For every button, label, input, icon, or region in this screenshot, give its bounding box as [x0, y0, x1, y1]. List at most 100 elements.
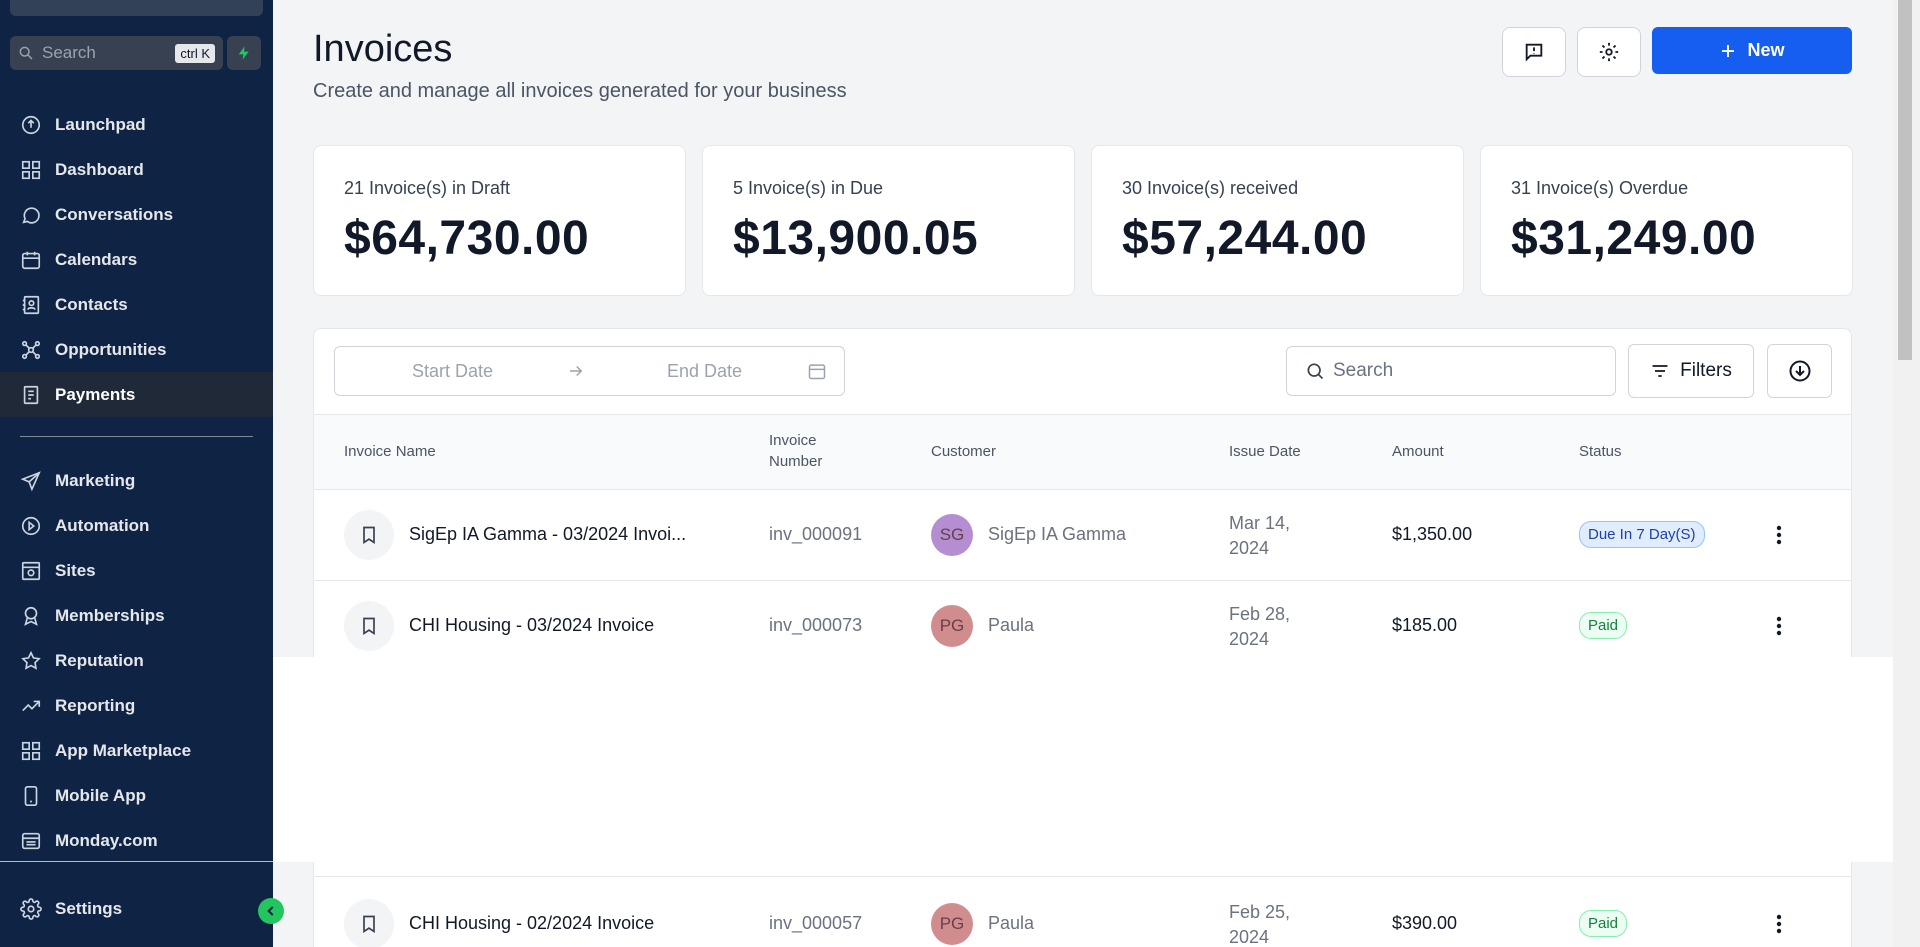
column-header-amount[interactable]: Amount — [1392, 443, 1444, 460]
sidebar-item-dashboard[interactable]: Dashboard — [0, 147, 273, 192]
date-range-picker[interactable]: Start Date End Date — [334, 346, 845, 396]
end-date-input[interactable]: End Date — [667, 360, 743, 381]
chevron-left-icon — [267, 906, 274, 916]
sidebar-item-label: Payments — [55, 384, 136, 404]
search-icon — [1307, 363, 1324, 380]
column-header-status[interactable]: Status — [1579, 443, 1622, 460]
sidebar-collapse-button[interactable] — [258, 898, 284, 924]
more-vertical-icon — [1776, 914, 1782, 934]
issue-date-line1: Feb 25, — [1229, 902, 1291, 922]
sidebar-item-automation[interactable]: Automation — [0, 503, 273, 548]
start-date-input[interactable]: Start Date — [412, 360, 494, 381]
column-header-number-line2: Number — [769, 453, 823, 470]
column-header-name[interactable]: Invoice Name — [344, 443, 436, 460]
customer-avatar: PG — [931, 903, 973, 945]
dashboard-icon — [21, 160, 41, 179]
receipt-icon — [363, 617, 375, 636]
sidebar-item-label: Contacts — [55, 294, 128, 314]
table-row[interactable]: SigEp IA Gamma - 03/2024 Invoi... inv_00… — [314, 490, 1851, 581]
card-value: $57,244.00 — [1122, 212, 1368, 265]
quick-actions-button[interactable] — [227, 36, 261, 70]
invoice-name[interactable]: SigEp IA Gamma - 03/2024 Invoi... — [409, 524, 687, 544]
sidebar-item-monday[interactable]: Monday.com — [0, 818, 273, 863]
sidebar-item-label: Launchpad — [55, 114, 146, 134]
sidebar-item-memberships[interactable]: Memberships — [0, 593, 273, 638]
invoice-number: inv_000073 — [769, 615, 863, 635]
customer-name: Paula — [988, 615, 1035, 635]
row-actions-button[interactable] — [1769, 523, 1789, 552]
summary-card-overdue[interactable]: 31 Invoice(s) Overdue $31,249.00 — [1480, 145, 1853, 296]
filters-button[interactable]: Filters — [1628, 344, 1754, 398]
search-shortcut-badge: ctrl K — [175, 43, 215, 63]
summary-card-received[interactable]: 30 Invoice(s) received $57,244.00 — [1091, 145, 1464, 296]
sidebar-item-payments[interactable]: Payments — [0, 372, 273, 417]
invoice-doc-icon — [344, 510, 394, 560]
chat-icon — [22, 206, 40, 224]
invoice-search-input[interactable]: Search — [1286, 346, 1616, 396]
sidebar-item-label: App Marketplace — [55, 740, 192, 760]
column-header-number[interactable]: Invoice Number — [769, 430, 822, 472]
customer-avatar: SG — [931, 514, 973, 556]
sidebar-search-input[interactable]: Search ctrl K — [10, 36, 223, 70]
invoice-number: inv_000091 — [769, 524, 863, 544]
invoice-name[interactable]: CHI Housing - 02/2024 Invoice — [409, 913, 655, 933]
summary-card-due[interactable]: 5 Invoice(s) in Due $13,900.05 — [702, 145, 1075, 296]
sidebar-item-app-marketplace[interactable]: App Marketplace — [0, 728, 273, 773]
issue-date-line1: Feb 28, — [1229, 604, 1291, 624]
sidebar-item-marketing[interactable]: Marketing — [0, 458, 273, 503]
invoice-amount: $1,350.00 — [1392, 524, 1473, 544]
receipt-icon — [363, 526, 375, 545]
download-button[interactable] — [1767, 344, 1832, 398]
sidebar-item-settings[interactable]: Settings — [0, 886, 273, 931]
summary-cards: 21 Invoice(s) in Draft $64,730.00 5 Invo… — [313, 145, 1853, 296]
contacts-icon — [22, 295, 40, 314]
download-icon — [1789, 360, 1810, 382]
scrollbar-thumb[interactable] — [1898, 0, 1912, 360]
opportunities-icon — [21, 340, 41, 359]
table-header: Invoice Name Invoice Number Customer Issu… — [314, 414, 1851, 490]
account-switcher[interactable] — [10, 0, 263, 16]
sidebar-item-label: Sites — [55, 560, 96, 580]
row-actions-button[interactable] — [1769, 912, 1789, 941]
page-scrollbar[interactable] — [1893, 0, 1920, 947]
sidebar-item-launchpad[interactable]: Launchpad — [0, 102, 273, 147]
sites-icon — [21, 561, 41, 580]
new-invoice-button[interactable]: New — [1652, 27, 1852, 74]
settings-button[interactable] — [1577, 27, 1641, 77]
sidebar-item-conversations[interactable]: Conversations — [0, 192, 273, 237]
sidebar-item-sites[interactable]: Sites — [0, 548, 273, 593]
grid-icon — [21, 741, 41, 760]
payments-icon — [23, 385, 39, 404]
sidebar-item-opportunities[interactable]: Opportunities — [0, 327, 273, 372]
row-actions-button[interactable] — [1769, 614, 1789, 643]
sidebar-item-reputation[interactable]: Reputation — [0, 638, 273, 683]
card-value: $64,730.00 — [344, 212, 590, 265]
invoice-doc-icon — [344, 899, 394, 947]
sidebar-item-mobile-app[interactable]: Mobile App — [0, 773, 273, 818]
card-label: 21 Invoice(s) in Draft — [344, 178, 511, 198]
sidebar-item-contacts[interactable]: Contacts — [0, 282, 273, 327]
column-header-customer[interactable]: Customer — [931, 443, 997, 460]
column-header-issue-date[interactable]: Issue Date — [1229, 443, 1301, 460]
more-vertical-icon — [1776, 525, 1782, 545]
status-badge: Paid — [1579, 612, 1628, 639]
send-icon — [20, 470, 41, 491]
launchpad-icon — [21, 115, 41, 134]
invoice-name[interactable]: CHI Housing - 03/2024 Invoice — [409, 615, 655, 635]
page-title: Invoices — [313, 28, 453, 70]
trend-icon — [22, 700, 41, 711]
sidebar-item-label: Memberships — [55, 605, 165, 625]
sidebar-divider — [20, 436, 253, 437]
sidebar-item-calendars[interactable]: Calendars — [0, 237, 273, 282]
page-subtitle: Create and manage all invoices generated… — [313, 80, 847, 102]
blank-region — [273, 657, 1920, 862]
gear-icon — [20, 897, 42, 920]
search-icon — [19, 46, 33, 60]
feedback-button[interactable] — [1502, 27, 1566, 77]
issue-date-line1: Mar 14, — [1229, 513, 1291, 533]
sidebar-item-reporting[interactable]: Reporting — [0, 683, 273, 728]
table-row[interactable]: CHI Housing - 02/2024 Invoice inv_000057… — [313, 876, 1852, 947]
customer-name: Paula — [988, 913, 1035, 933]
sidebar-item-label: Reputation — [55, 650, 144, 670]
summary-card-draft[interactable]: 21 Invoice(s) in Draft $64,730.00 — [313, 145, 686, 296]
